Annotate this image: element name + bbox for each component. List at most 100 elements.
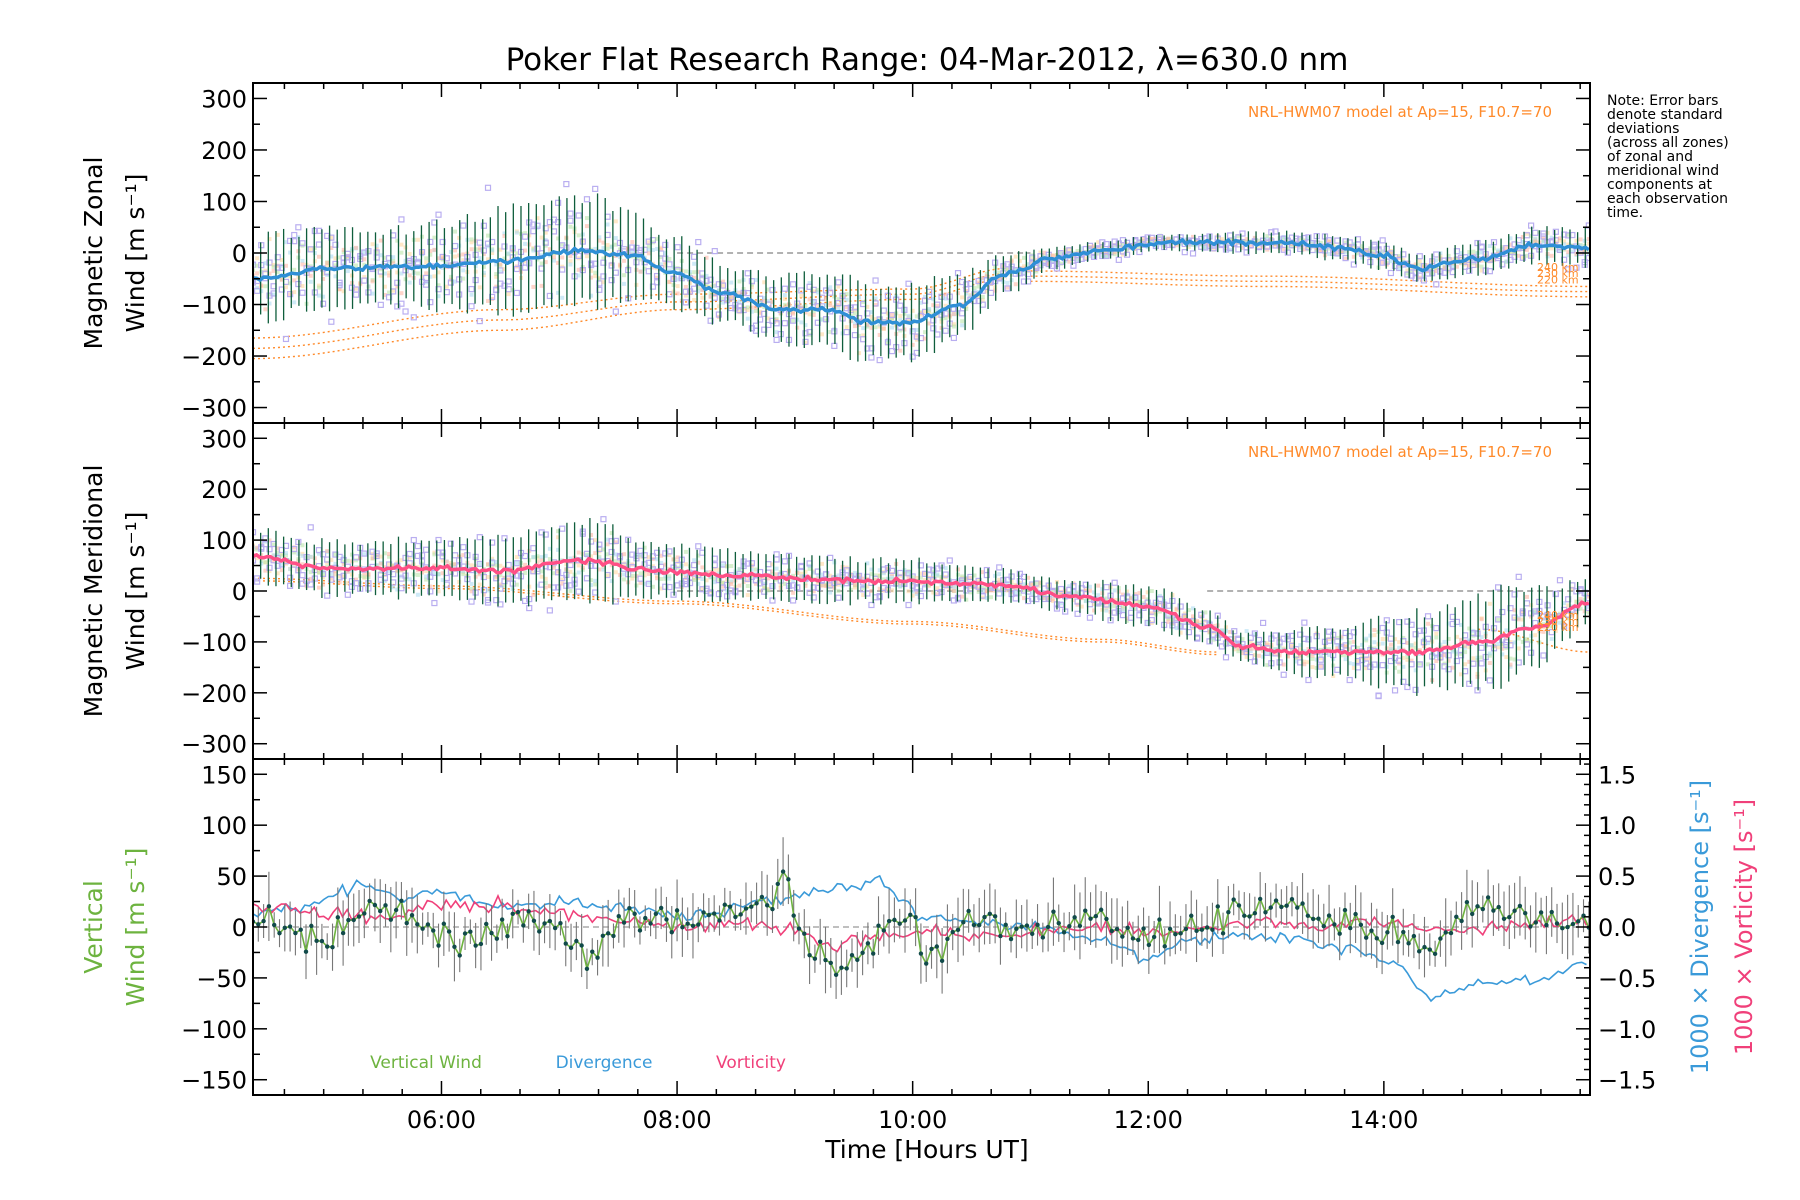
vertical-wind-point [1199, 927, 1205, 932]
zone-haze-point [275, 232, 280, 237]
zone-haze-point [646, 571, 651, 576]
zone-sample-point [1540, 652, 1547, 659]
model-curve [253, 272, 1007, 349]
zone-sample-point [1334, 237, 1341, 244]
zone-haze-point [432, 274, 437, 279]
zone-haze-point [1549, 614, 1554, 619]
zone-sample-point [291, 231, 298, 239]
zone-haze-point [960, 323, 965, 328]
zone-haze-point [1405, 268, 1410, 273]
zone-haze-point [415, 592, 420, 597]
zone-sample-point [1573, 264, 1580, 271]
zone-haze-point [1434, 258, 1439, 263]
zone-sample-point [1272, 228, 1279, 235]
zone-haze-point [1566, 232, 1571, 237]
zone-haze-point [539, 555, 544, 560]
zone-haze-point [1240, 651, 1245, 656]
zone-sample-point [278, 264, 285, 271]
zone-sample-point [1350, 629, 1357, 636]
zone-sample-point [1585, 604, 1590, 612]
zone-sample-point [888, 347, 896, 355]
zone-haze-point [584, 224, 589, 229]
zone-haze-point [486, 575, 491, 580]
zone-haze-point [337, 287, 342, 292]
zone-haze-point [1442, 653, 1447, 658]
zone-haze-point [1566, 242, 1571, 247]
zone-haze-point [1508, 662, 1513, 667]
zone-haze-point [609, 531, 614, 536]
zone-haze-point [316, 254, 321, 259]
zone-haze-point [997, 572, 1002, 577]
zone-haze-point [943, 566, 948, 571]
zone-haze-point [1174, 617, 1179, 622]
zone-haze-point [811, 570, 816, 575]
zone-haze-point [1087, 254, 1092, 259]
zone-sample-point [715, 590, 722, 598]
zone-haze-point [1092, 602, 1097, 607]
zone-haze-point [745, 307, 750, 312]
vorticity-line [253, 893, 1588, 953]
zone-haze-point [692, 577, 697, 582]
zone-sample-point [328, 318, 335, 325]
zone-haze-point [803, 310, 808, 315]
zone-haze-point [1112, 588, 1117, 593]
zone-haze-point [935, 308, 940, 313]
zone-haze-point [914, 333, 919, 338]
zone-haze-point [1248, 244, 1253, 249]
zone-haze-point [1463, 650, 1468, 655]
zone-haze-point [976, 294, 981, 299]
zone-haze-point [1232, 635, 1237, 640]
zone-haze-point [683, 562, 688, 567]
zone-sample-point [328, 234, 335, 241]
zone-haze-point [1327, 636, 1332, 641]
zone-haze-point [828, 590, 833, 595]
zone-sample-point [790, 281, 797, 288]
zone-sample-point [1103, 584, 1110, 591]
zone-haze-point [692, 270, 697, 275]
zone-haze-point [535, 251, 540, 256]
zone-sample-point [810, 299, 817, 306]
zone-haze-point [255, 545, 260, 550]
zone-haze-point [1500, 646, 1505, 651]
zone-haze-point [382, 255, 387, 260]
vertical-wind-point [701, 910, 706, 915]
zone-haze-point [753, 305, 758, 310]
vertical-wind-point [552, 925, 558, 931]
zone-sample-point [868, 354, 875, 361]
zone-haze-point [1446, 636, 1451, 641]
zone-haze-point [1285, 246, 1290, 251]
zone-haze-point [881, 326, 886, 331]
zone-haze-point [1248, 639, 1253, 644]
zone-haze-point [1178, 615, 1183, 620]
zone-haze-point [753, 581, 758, 586]
vertical-wind-point [277, 930, 282, 936]
zone-haze-point [605, 542, 610, 547]
zone-sample-point [476, 534, 483, 541]
zone-haze-point [1112, 250, 1117, 255]
zone-haze-point [547, 583, 552, 588]
divergence-line [253, 874, 1587, 1003]
zone-haze-point [1021, 596, 1026, 601]
zone-haze-point [770, 562, 775, 567]
zone-haze-point [881, 319, 886, 324]
zone-sample-point [1391, 687, 1399, 694]
note-line: (across all zones) [1607, 135, 1729, 151]
zone-haze-point [935, 572, 940, 577]
vertical-wind-point [950, 929, 955, 935]
vertical-wind-point [924, 961, 929, 966]
zone-haze-point [395, 587, 400, 592]
zone-sample-point [266, 564, 273, 571]
zone-sample-point [1297, 631, 1304, 638]
zone-haze-point [506, 570, 511, 575]
zone-haze-point [609, 556, 614, 561]
vertical-wind-point [998, 933, 1003, 939]
zone-sample-point [439, 553, 446, 560]
vertical-wind-point [977, 922, 982, 928]
vertical-wind-point [929, 946, 934, 952]
zone-haze-point [1512, 657, 1517, 662]
vertical-wind-point [1056, 920, 1061, 926]
vertical-wind-point [1279, 904, 1284, 910]
zone-haze-point [275, 269, 280, 274]
zone-haze-point [514, 251, 519, 256]
zone-sample-point [1371, 241, 1378, 248]
